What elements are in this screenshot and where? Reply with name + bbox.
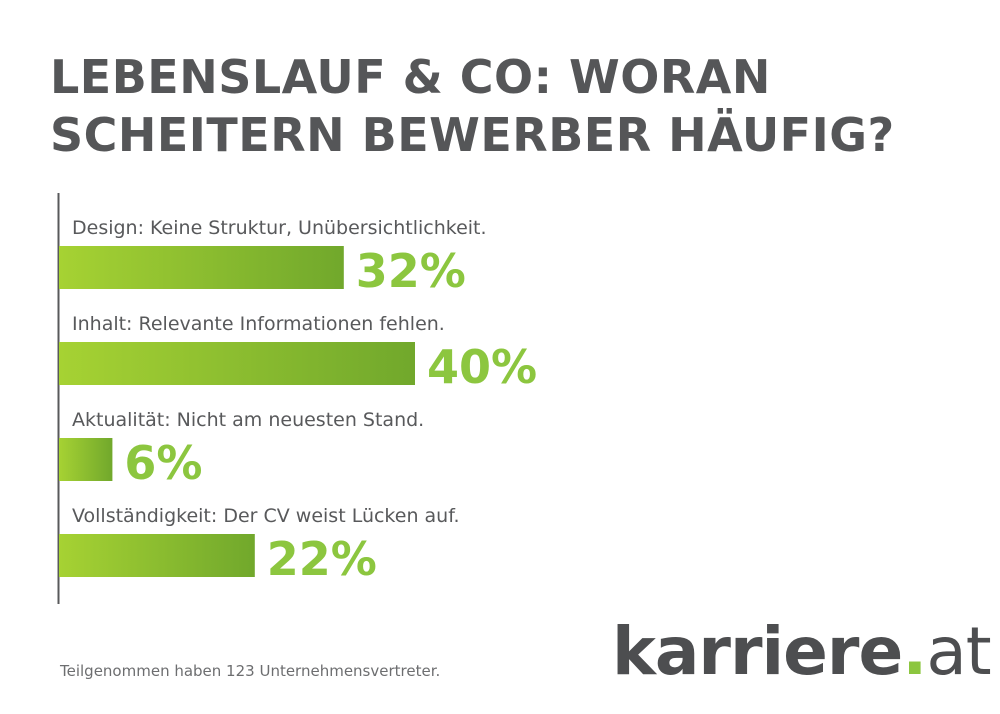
value-label: 32% (356, 244, 466, 298)
bar (59, 246, 344, 289)
chart-title-line-1: LEBENSLAUF & CO: WORAN (50, 50, 771, 104)
category-label: Design: Keine Struktur, Unübersichtlichk… (72, 217, 487, 239)
bar (59, 438, 113, 481)
logo-dot: . (902, 613, 927, 690)
category-label: Inhalt: Relevante Informationen fehlen. (72, 313, 445, 335)
karriere-logo: karriere.at (612, 612, 992, 692)
value-label: 6% (124, 436, 202, 490)
value-label: 40% (427, 340, 537, 394)
logo-tld: at (926, 613, 991, 690)
bar (59, 342, 415, 385)
bar (59, 534, 255, 577)
chart-title: LEBENSLAUF & CO: WORAN SCHEITERN BEWERBE… (50, 48, 895, 164)
footnote: Teilgenommen haben 123 Unternehmensvertr… (60, 662, 441, 680)
logo-name: karriere (612, 613, 903, 690)
chart-title-line-2: SCHEITERN BEWERBER HÄUFIG? (50, 108, 895, 162)
bars-group: Design: Keine Struktur, Unübersichtlichk… (59, 217, 537, 586)
category-label: Vollständigkeit: Der CV weist Lücken auf… (72, 505, 460, 527)
value-label: 22% (267, 532, 377, 586)
category-label: Aktualität: Nicht am neuesten Stand. (72, 409, 424, 431)
